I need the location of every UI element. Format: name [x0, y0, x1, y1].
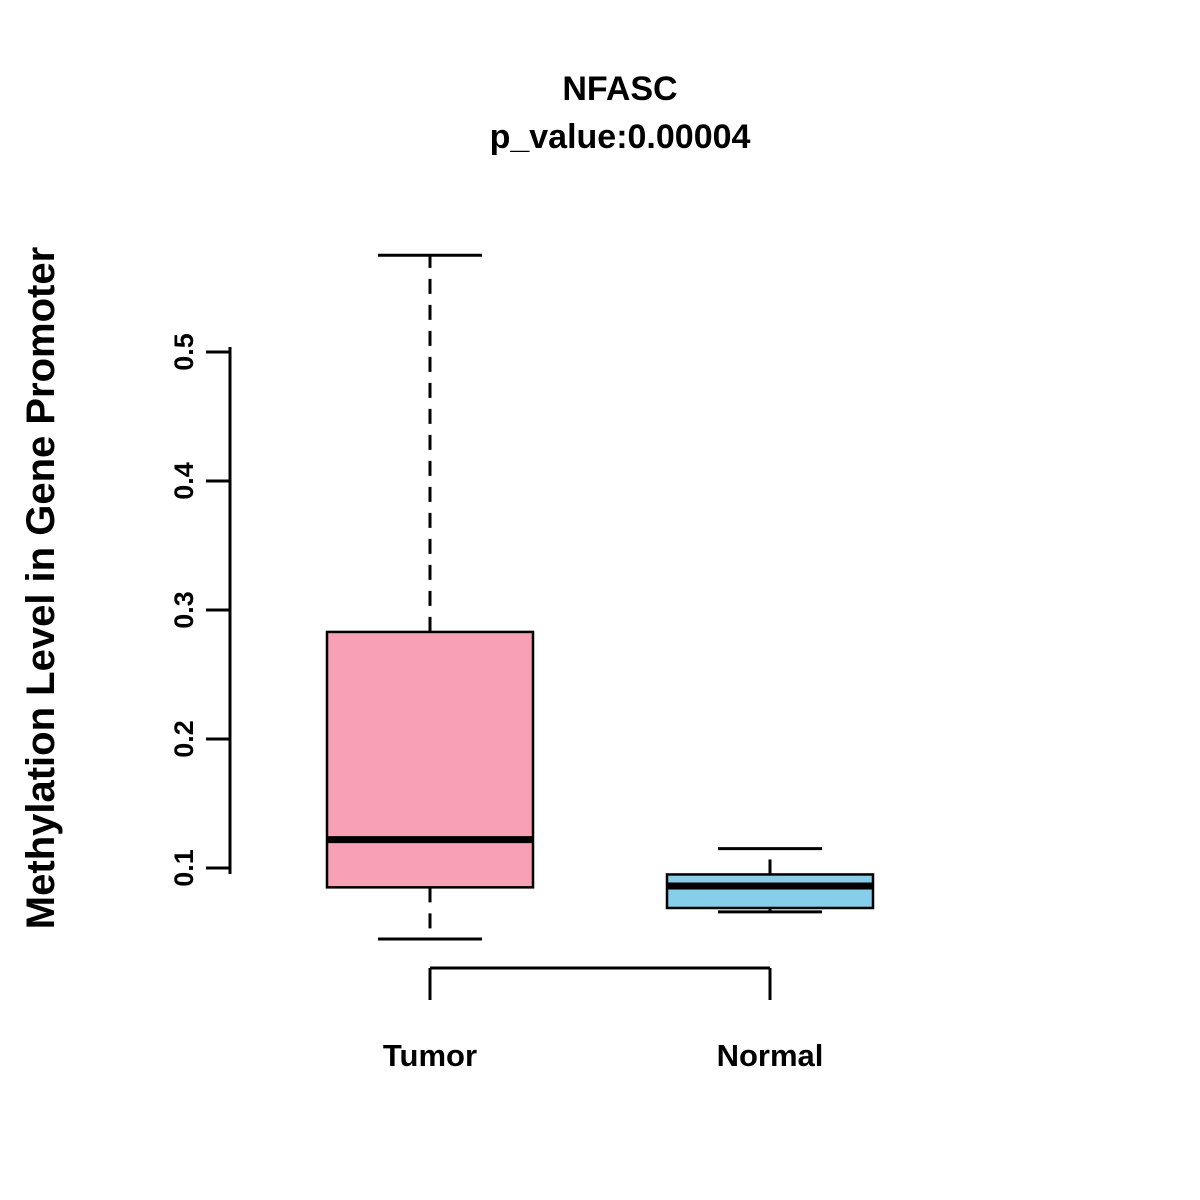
x-tick-label-tumor: Tumor: [382, 1038, 478, 1073]
x-tick-label-normal: Normal: [716, 1038, 824, 1073]
box-tumor: [325, 630, 535, 889]
y-tick-label: 0.4: [169, 462, 199, 500]
y-tick-label: 0.1: [169, 849, 199, 887]
box-normal: [665, 873, 875, 910]
y-tick-label: 0.2: [169, 720, 199, 758]
y-tick-label: 0.3: [169, 591, 199, 629]
y-tick-label: 0.5: [169, 333, 199, 371]
chart-title: NFASC: [562, 70, 678, 108]
chart-subtitle: p_value:0.00004: [489, 118, 751, 156]
